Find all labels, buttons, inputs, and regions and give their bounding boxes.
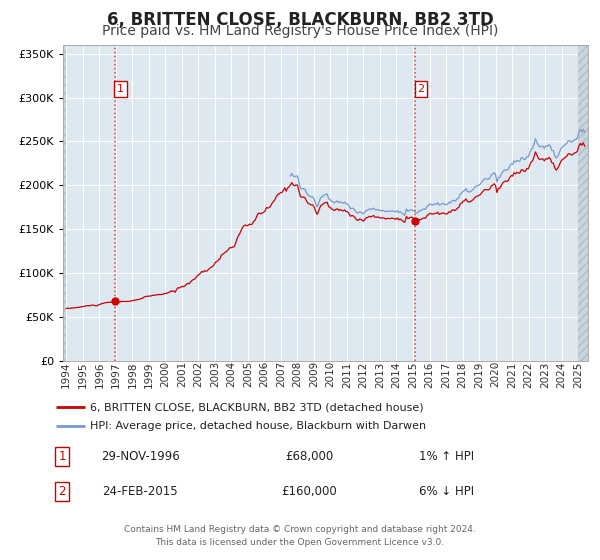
Text: 2023: 2023 — [540, 361, 550, 388]
Text: 2012: 2012 — [358, 361, 368, 388]
Text: HPI: Average price, detached house, Blackburn with Darwen: HPI: Average price, detached house, Blac… — [90, 421, 426, 431]
Text: 1995: 1995 — [78, 361, 88, 388]
Text: 1998: 1998 — [127, 361, 137, 388]
Text: This data is licensed under the Open Government Licence v3.0.: This data is licensed under the Open Gov… — [155, 538, 445, 547]
Text: 2: 2 — [58, 485, 66, 498]
Text: 2009: 2009 — [309, 361, 319, 388]
Text: 2006: 2006 — [259, 361, 269, 388]
Text: 1: 1 — [58, 450, 66, 463]
Text: £68,000: £68,000 — [285, 450, 333, 463]
Text: 2001: 2001 — [177, 361, 187, 388]
Text: 1996: 1996 — [94, 361, 104, 388]
Text: 1% ↑ HPI: 1% ↑ HPI — [419, 450, 474, 463]
Text: 2014: 2014 — [391, 361, 401, 388]
Text: 1: 1 — [117, 84, 124, 94]
Text: Contains HM Land Registry data © Crown copyright and database right 2024.: Contains HM Land Registry data © Crown c… — [124, 525, 476, 534]
Text: 2008: 2008 — [292, 361, 302, 388]
Text: 29-NOV-1996: 29-NOV-1996 — [101, 450, 179, 463]
Text: 6% ↓ HPI: 6% ↓ HPI — [419, 485, 474, 498]
Text: 2013: 2013 — [375, 361, 385, 388]
Text: 2010: 2010 — [325, 361, 335, 388]
Text: 1997: 1997 — [111, 361, 121, 388]
Text: 2018: 2018 — [458, 361, 467, 388]
Text: £160,000: £160,000 — [281, 485, 337, 498]
Text: 1994: 1994 — [61, 361, 71, 388]
Text: 6, BRITTEN CLOSE, BLACKBURN, BB2 3TD: 6, BRITTEN CLOSE, BLACKBURN, BB2 3TD — [107, 11, 493, 29]
Text: Price paid vs. HM Land Registry's House Price Index (HPI): Price paid vs. HM Land Registry's House … — [102, 24, 498, 38]
Text: 1999: 1999 — [144, 361, 154, 388]
Text: 2015: 2015 — [408, 361, 418, 388]
Text: 2025: 2025 — [573, 361, 583, 388]
Text: 2011: 2011 — [342, 361, 352, 388]
Text: 2022: 2022 — [524, 361, 533, 388]
Text: 2007: 2007 — [276, 361, 286, 388]
Text: 2021: 2021 — [507, 361, 517, 388]
Text: 2002: 2002 — [193, 361, 203, 388]
Text: 24-FEB-2015: 24-FEB-2015 — [102, 485, 178, 498]
Text: 2019: 2019 — [474, 361, 484, 388]
Text: 2020: 2020 — [491, 361, 500, 388]
Text: 6, BRITTEN CLOSE, BLACKBURN, BB2 3TD (detached house): 6, BRITTEN CLOSE, BLACKBURN, BB2 3TD (de… — [90, 403, 424, 412]
Text: 2017: 2017 — [441, 361, 451, 388]
Bar — [63, 45, 67, 361]
Text: 2016: 2016 — [425, 361, 434, 388]
Text: 2000: 2000 — [160, 361, 170, 388]
Text: 2005: 2005 — [243, 361, 253, 388]
Text: 2024: 2024 — [557, 361, 566, 388]
Text: 2003: 2003 — [210, 361, 220, 388]
Text: 2004: 2004 — [226, 361, 236, 388]
Text: 2: 2 — [418, 84, 425, 94]
Bar — [578, 45, 588, 361]
